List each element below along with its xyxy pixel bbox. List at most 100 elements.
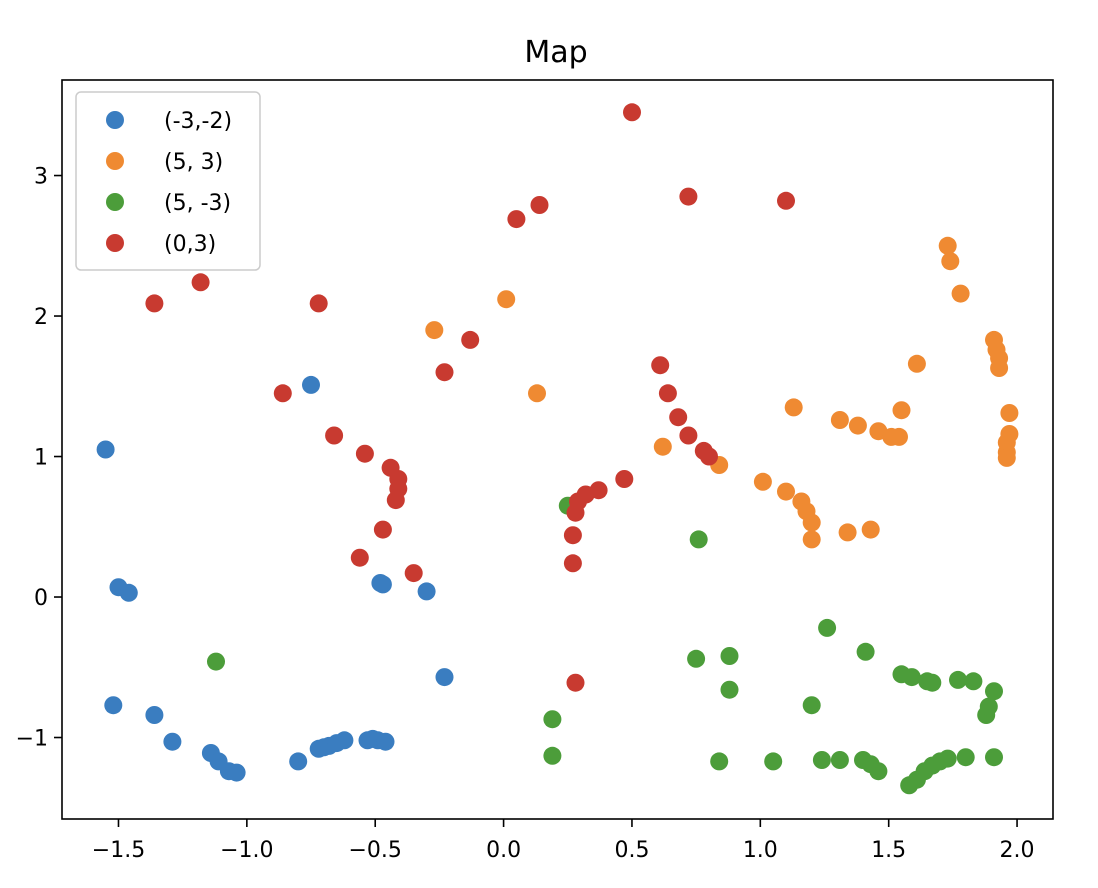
- data-point: [941, 252, 960, 271]
- data-point: [689, 530, 708, 549]
- data-point: [566, 673, 585, 692]
- data-point: [386, 491, 405, 510]
- y-tick-label: 0: [34, 586, 48, 611]
- legend-label: (5, 3): [164, 150, 223, 175]
- data-point: [435, 668, 454, 687]
- x-tick-label: −1.5: [92, 838, 145, 863]
- data-point: [777, 191, 795, 210]
- data-point: [615, 470, 634, 488]
- data-point: [373, 575, 392, 594]
- x-tick-label: −0.5: [349, 838, 402, 863]
- data-point: [710, 752, 729, 771]
- legend-label: (0,3): [164, 232, 216, 257]
- y-tick-label: −1: [16, 727, 48, 752]
- data-point: [890, 427, 908, 446]
- x-tick-label: −1.0: [220, 838, 273, 863]
- data-point: [907, 354, 926, 373]
- data-point: [956, 748, 975, 767]
- data-point: [892, 401, 911, 420]
- data-point: [979, 697, 998, 716]
- data-point: [417, 582, 436, 601]
- points-layer: [96, 103, 1019, 795]
- y-tick-label: 2: [34, 305, 48, 330]
- data-point: [848, 416, 867, 435]
- data-point: [207, 652, 225, 671]
- data-point: [700, 447, 718, 466]
- data-point: [861, 520, 880, 539]
- data-point: [373, 520, 392, 539]
- data-point: [869, 762, 888, 781]
- data-point: [563, 526, 582, 545]
- data-point: [938, 749, 957, 768]
- data-point: [964, 672, 983, 691]
- data-point: [923, 673, 942, 692]
- data-point: [302, 375, 320, 394]
- data-point: [530, 196, 549, 214]
- legend-box: [75, 91, 261, 271]
- data-point: [404, 564, 423, 583]
- data-point: [461, 330, 480, 349]
- data-point: [623, 103, 641, 122]
- data-point: [802, 513, 821, 532]
- data-point: [289, 752, 308, 771]
- legend-marker: [106, 234, 124, 252]
- data-point: [812, 751, 831, 769]
- data-point: [543, 746, 562, 765]
- data-point: [949, 670, 967, 689]
- data-point: [96, 440, 115, 459]
- data-point: [376, 732, 395, 751]
- data-point: [856, 642, 875, 661]
- data-point: [425, 321, 444, 340]
- data-point: [902, 668, 921, 687]
- plot-frame: [61, 79, 1054, 820]
- data-point: [830, 751, 849, 769]
- data-point: [507, 210, 526, 229]
- data-point: [528, 384, 546, 403]
- legend-label: (-3,-2): [164, 109, 232, 134]
- data-point: [720, 647, 739, 665]
- data-point: [350, 548, 369, 567]
- x-tick-label: 0.5: [614, 838, 649, 863]
- data-point: [990, 359, 1009, 377]
- data-point: [335, 731, 354, 750]
- data-point: [355, 444, 374, 463]
- data-point: [777, 482, 795, 501]
- data-point: [997, 448, 1016, 467]
- x-tick-label: 0.0: [486, 838, 521, 863]
- legend-marker: [106, 152, 124, 170]
- data-point: [435, 363, 454, 382]
- data-point: [1000, 404, 1019, 422]
- y-axis: −1 0 1 2 3: [16, 165, 62, 752]
- data-point: [543, 710, 562, 729]
- data-point: [802, 696, 821, 715]
- chart-title: Map: [524, 35, 587, 70]
- data-point: [753, 472, 772, 491]
- data-point: [830, 411, 849, 429]
- x-tick-label: 1.0: [743, 838, 778, 863]
- data-point: [325, 426, 344, 445]
- data-point: [838, 523, 857, 542]
- data-point: [679, 187, 698, 206]
- data-point: [191, 273, 210, 292]
- data-point: [497, 290, 516, 309]
- legend: (-3,-2) (5, 3) (5, -3) (0,3): [75, 91, 261, 271]
- data-point: [145, 294, 164, 313]
- data-point: [720, 680, 739, 699]
- data-point: [687, 649, 706, 668]
- data-point: [227, 763, 246, 782]
- data-point: [145, 706, 164, 724]
- data-point: [653, 437, 672, 456]
- data-point: [563, 554, 582, 573]
- data-point: [818, 618, 837, 637]
- data-point: [566, 503, 585, 522]
- data-point: [273, 384, 292, 403]
- data-point: [679, 426, 698, 445]
- data-point: [985, 748, 1003, 767]
- data-point: [104, 696, 123, 715]
- data-point: [802, 530, 821, 549]
- data-point: [163, 732, 182, 751]
- data-point: [669, 408, 688, 427]
- data-point: [938, 236, 957, 255]
- legend-label: (5, -3): [164, 191, 231, 216]
